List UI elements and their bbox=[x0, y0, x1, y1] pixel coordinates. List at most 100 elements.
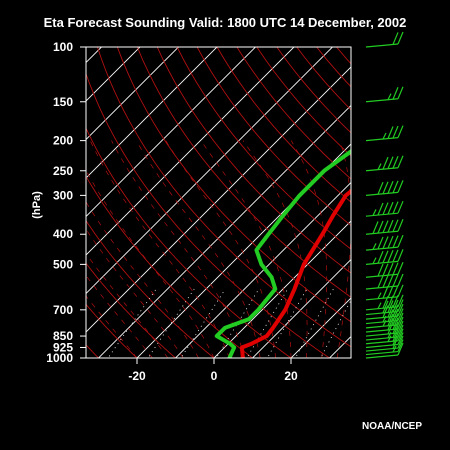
isotherm-line bbox=[290, 297, 351, 358]
wind-barb-flag bbox=[387, 156, 394, 169]
wind-barb-flag bbox=[387, 219, 394, 233]
wind-barb-flag bbox=[392, 262, 399, 275]
wind-barb-staff bbox=[365, 324, 399, 329]
wind-barb-flag bbox=[377, 220, 384, 234]
wind-barb-half-flag bbox=[392, 345, 397, 353]
isotherm-line bbox=[174, 181, 351, 358]
wind-barb-staff bbox=[365, 343, 399, 349]
wind-barb bbox=[365, 31, 404, 48]
profile-lines bbox=[214, 148, 351, 358]
wind-barb-flag bbox=[382, 220, 389, 233]
temperature-tick-label: 0 bbox=[211, 369, 218, 383]
dry-adiabat bbox=[196, 47, 351, 227]
temperature-tick-label: 20 bbox=[284, 369, 298, 383]
wind-barb-flag bbox=[397, 299, 404, 312]
moist-adiabat bbox=[242, 140, 308, 358]
dry-adiabat bbox=[136, 47, 351, 298]
wind-barb-staff bbox=[365, 98, 399, 103]
wind-barb-staff bbox=[365, 332, 399, 337]
wind-barb-flag bbox=[392, 325, 399, 338]
isotherm-line bbox=[438, 33, 450, 365]
wind-barb bbox=[365, 299, 404, 316]
isotherm-line bbox=[86, 47, 295, 256]
wind-barb-flag bbox=[387, 126, 394, 139]
wind-barb-flag bbox=[382, 275, 389, 288]
wind-barb-staff bbox=[365, 260, 399, 265]
plot-frame bbox=[85, 46, 352, 359]
dry-adiabat bbox=[86, 127, 292, 358]
pressure-tick-label: 250 bbox=[53, 164, 73, 178]
wind-barb-flag bbox=[397, 342, 404, 356]
wind-barb-half-flag bbox=[372, 257, 377, 264]
wind-barb-flag bbox=[397, 303, 404, 317]
wind-barb-staff bbox=[365, 273, 399, 278]
mixing-ratio-line bbox=[180, 288, 226, 358]
wind-barb-flag bbox=[392, 249, 399, 263]
wind-barb-flag bbox=[377, 250, 384, 264]
wind-barb-flag bbox=[377, 202, 384, 216]
pressure-tick-label: 200 bbox=[53, 134, 73, 148]
background-lines bbox=[86, 33, 450, 365]
isotherm-line bbox=[361, 33, 450, 365]
wind-barb bbox=[365, 180, 404, 196]
wind-barb-flag bbox=[392, 321, 399, 334]
wind-barb bbox=[365, 155, 404, 172]
wind-barb-flag bbox=[392, 32, 399, 45]
wind-barb bbox=[365, 273, 404, 290]
wind-barb-flag bbox=[387, 285, 394, 298]
wind-barb-flag bbox=[397, 284, 404, 298]
moist-adiabat bbox=[86, 201, 199, 358]
wind-barb-flag bbox=[377, 263, 384, 277]
isotherm-line bbox=[97, 104, 351, 358]
temperature-tick-label: -20 bbox=[128, 369, 146, 383]
wind-barb-flag bbox=[392, 332, 399, 346]
dry-adiabat bbox=[364, 33, 450, 365]
wind-barb bbox=[365, 262, 404, 278]
wind-barb-flag bbox=[392, 328, 399, 342]
wind-barb-flag bbox=[392, 155, 399, 169]
wind-barb-flag bbox=[397, 262, 404, 275]
wind-barb-staff bbox=[365, 347, 399, 352]
wind-barb bbox=[365, 200, 404, 217]
moist-adiabat bbox=[165, 140, 276, 358]
wind-barb-flag bbox=[397, 324, 404, 338]
chart-title: Eta Forecast Sounding Valid: 1800 UTC 14… bbox=[43, 15, 407, 30]
wind-barb-flag bbox=[397, 320, 404, 334]
wind-barb-flag bbox=[397, 155, 404, 168]
wind-barb bbox=[365, 86, 404, 103]
wind-barb-flag bbox=[397, 332, 404, 345]
wind-barb-staff bbox=[365, 350, 399, 356]
moist-adiabat bbox=[336, 140, 351, 358]
dry-adiabat bbox=[86, 303, 138, 358]
wind-barb-flag bbox=[387, 181, 394, 194]
pressure-tick-label: 700 bbox=[53, 303, 73, 317]
wind-barb-flag bbox=[397, 308, 404, 321]
dry-adiabat bbox=[156, 47, 351, 274]
pressure-tick-label: 100 bbox=[53, 40, 73, 54]
temperature-line bbox=[239, 188, 351, 358]
wind-barb-flag bbox=[387, 262, 394, 276]
dry-adiabat bbox=[176, 47, 351, 250]
isotherm-line bbox=[86, 47, 180, 141]
wind-barb bbox=[365, 284, 404, 301]
dry-adiabat bbox=[316, 47, 351, 88]
dry-adiabat bbox=[216, 47, 351, 203]
wind-barb-staff bbox=[365, 212, 399, 217]
wind-barb-staff bbox=[365, 43, 399, 48]
wind-barb-flag bbox=[392, 235, 399, 248]
wind-barb-staff bbox=[365, 285, 399, 290]
wind-barb-flag bbox=[392, 86, 399, 100]
wind-barb-flag bbox=[392, 336, 399, 349]
wind-barb-flag bbox=[397, 328, 404, 342]
isotherm-line bbox=[86, 47, 218, 179]
dry-adiabat bbox=[86, 175, 254, 358]
wind-barb-flag bbox=[372, 221, 379, 234]
moist-adiabat bbox=[89, 140, 230, 358]
wind-barb-half-flag bbox=[377, 163, 382, 170]
wind-barb-flag bbox=[397, 234, 404, 248]
wind-barb-flag bbox=[392, 274, 399, 287]
wind-barb bbox=[365, 234, 404, 251]
wind-barb-flag bbox=[387, 313, 394, 326]
wind-barb-flag bbox=[392, 285, 399, 298]
